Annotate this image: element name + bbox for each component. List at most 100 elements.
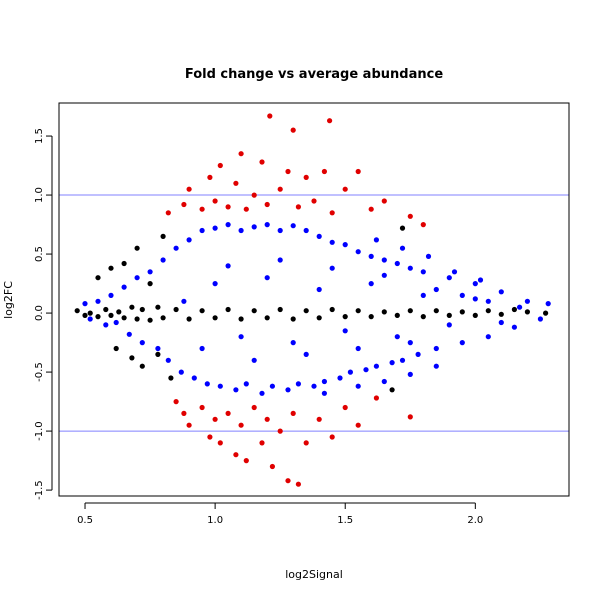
y-tick-label: -0.5 [34,362,45,382]
data-point [327,118,333,124]
data-point [173,306,179,313]
data-point [82,312,88,318]
data-point [204,381,210,387]
data-point [290,340,296,346]
data-point [433,363,439,369]
data-point [103,306,109,313]
data-point [316,233,322,239]
data-point [212,198,218,204]
data-point [264,416,270,422]
data-point [259,159,265,165]
data-point [186,237,192,243]
data-point [368,253,374,259]
data-point [251,192,257,198]
data-point [186,186,192,192]
data-point [87,316,93,322]
data-point [121,315,127,321]
data-point [165,210,171,216]
data-point [290,316,296,322]
data-point [446,322,452,328]
data-point [212,315,218,321]
data-point [399,245,406,251]
data-point [420,269,426,275]
data-point [329,210,335,216]
data-point [212,281,218,287]
data-point [316,315,322,321]
data-point [311,198,317,204]
data-point [498,289,504,295]
data-point [186,422,192,428]
data-point [363,367,369,373]
data-point [160,315,166,321]
data-point [129,304,135,310]
data-point [342,314,348,320]
data-point [543,310,549,316]
data-point [217,383,223,389]
data-point [498,319,504,326]
data-point [446,275,452,281]
data-point [295,481,301,487]
data-point [173,245,179,251]
data-point [116,309,122,315]
data-point [472,296,478,302]
data-point [368,314,374,320]
data-point [389,360,395,366]
data-point [181,410,187,416]
data-point [425,253,432,259]
data-point [373,237,379,243]
data-point [485,308,491,314]
data-point [381,309,387,315]
data-point [420,292,426,298]
data-point [517,304,523,310]
y-tick-label: -1.0 [34,421,45,441]
data-point [269,383,275,389]
data-point [329,265,335,271]
data-point [373,395,379,401]
data-point [407,265,413,271]
data-point [139,363,145,369]
data-point [329,306,335,313]
data-point [342,186,348,192]
data-point [181,298,187,304]
data-point [459,309,465,315]
data-point [303,174,309,180]
data-point [113,345,119,352]
data-point [537,316,544,322]
data-point [251,404,257,411]
data-point [155,345,161,352]
data-point [173,399,179,405]
data-point [329,239,335,245]
data-point [420,314,426,320]
data-point [243,206,249,212]
data-point [303,308,309,314]
data-point [316,286,322,293]
data-point [191,375,197,381]
data-point [233,387,239,393]
data-point [269,463,275,470]
data-point [126,331,132,337]
data-point [199,345,205,352]
data-point [277,186,283,192]
data-point [433,345,439,352]
data-point [251,357,257,363]
data-point [87,310,93,316]
data-point [238,316,244,322]
data-point [134,316,140,322]
data-point [225,410,231,416]
data-point [233,180,239,186]
data-point [355,383,361,389]
data-point [199,227,205,234]
y-tick-label: 1.0 [34,187,45,203]
data-point [199,308,205,314]
data-point [394,334,400,340]
data-point [295,381,301,387]
data-point [259,390,265,396]
data-point [277,306,283,313]
data-point [95,314,101,320]
x-tick-label: 2.0 [467,515,483,526]
data-point [277,257,283,263]
data-point [147,317,153,323]
data-point [321,378,327,385]
